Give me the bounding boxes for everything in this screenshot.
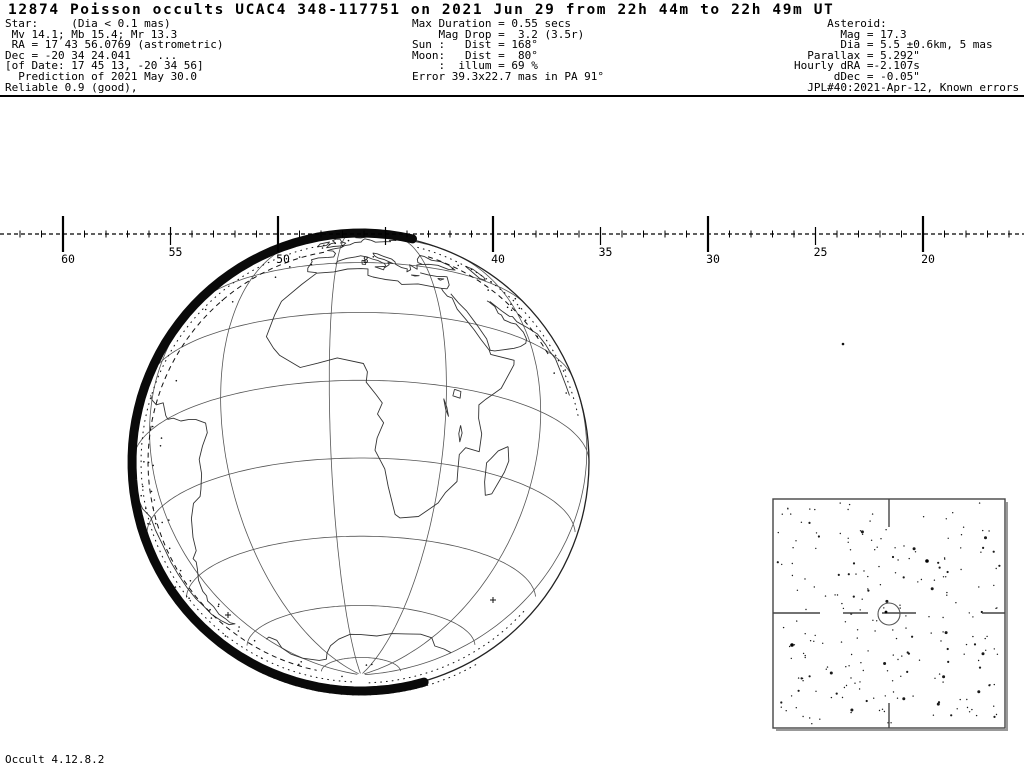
timeline-label-30: 30 [706,252,720,266]
page-title: 12874 Poisson occults UCAC4 348-117751 o… [8,2,835,18]
field-star-dot [841,342,845,346]
timeline-label-50: 50 [276,252,290,266]
inset-bright-star [790,643,794,647]
target-star [884,610,888,614]
error-limit-arc [262,663,478,696]
error-limit-arc [368,609,526,684]
timeline-label-55: 55 [169,245,183,259]
version-label: Occult 4.12.8.2 [5,753,105,766]
asteroid-info-block: Asteroid: Mag = 17.3 Dia = 5.5 ±0.6km, 5… [794,17,1020,94]
timeline-label-35: 35 [599,245,613,259]
timeline-label-20: 20 [921,252,935,266]
path-minute-mark [225,612,231,618]
timeline-label-60: 60 [61,252,75,266]
error-limit-arc [427,256,549,355]
shadow-path-band [127,228,429,696]
star-info-block: Star: (Dia < 0.1 mas) Mv 14.1; Mb 15.4; … [5,17,224,94]
limb-speckles [140,239,567,678]
event-info-block: Max Duration = 0.55 secs Mag Drop = 3.2 … [412,17,605,83]
error-limit-arc [414,246,579,416]
error-limit-arc [147,251,325,671]
target-star-circle [877,602,901,626]
path-minute-mark [490,597,496,603]
city-marker: 8 [363,256,368,266]
inset-star-field [776,502,1001,725]
error-limit-arc [140,242,354,683]
inset-bright-star [925,559,929,563]
timeline-label-25: 25 [814,245,828,259]
timeline-label-40: 40 [491,252,505,266]
header-separator [0,95,1024,97]
